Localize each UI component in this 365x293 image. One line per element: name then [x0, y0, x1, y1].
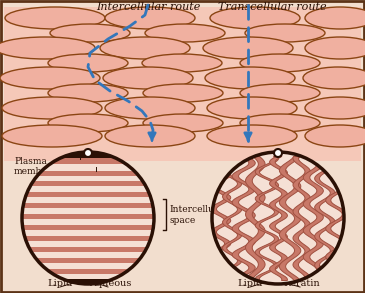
Circle shape [22, 152, 154, 284]
Ellipse shape [145, 24, 225, 42]
Circle shape [212, 152, 344, 284]
Circle shape [22, 152, 154, 284]
Ellipse shape [100, 37, 190, 59]
Text: Transcellular route: Transcellular route [218, 2, 326, 12]
Bar [22, 158, 154, 164]
Circle shape [22, 152, 154, 284]
Circle shape [22, 152, 154, 284]
Bar [22, 152, 154, 158]
Bar [22, 253, 154, 258]
Ellipse shape [105, 97, 195, 119]
Bar [22, 180, 154, 185]
Circle shape [212, 152, 344, 284]
Bar [22, 187, 154, 192]
Circle shape [212, 152, 344, 284]
Circle shape [22, 152, 154, 284]
Circle shape [22, 152, 154, 284]
Circle shape [22, 152, 154, 284]
Text: Intercellular
space: Intercellular space [169, 205, 226, 225]
Circle shape [22, 152, 154, 284]
Circle shape [212, 152, 344, 284]
Ellipse shape [48, 54, 128, 72]
Circle shape [212, 152, 344, 284]
Circle shape [22, 152, 154, 284]
Circle shape [22, 152, 154, 284]
Ellipse shape [303, 67, 365, 89]
Ellipse shape [305, 37, 365, 59]
Circle shape [212, 152, 344, 284]
Text: Lipid: Lipid [237, 279, 263, 288]
Circle shape [22, 152, 154, 284]
Ellipse shape [143, 114, 223, 132]
Ellipse shape [105, 125, 195, 147]
Circle shape [22, 152, 154, 284]
Text: Plasma
membrane: Plasma membrane [14, 157, 64, 176]
Ellipse shape [240, 84, 320, 102]
Bar [22, 219, 154, 224]
Circle shape [22, 152, 154, 284]
Ellipse shape [50, 24, 130, 42]
Bar [22, 268, 154, 273]
Ellipse shape [105, 7, 195, 29]
Circle shape [22, 152, 154, 284]
Circle shape [22, 152, 154, 284]
Bar [22, 258, 154, 263]
Ellipse shape [142, 54, 222, 72]
Circle shape [22, 152, 154, 284]
Ellipse shape [240, 114, 320, 132]
Circle shape [22, 152, 154, 284]
Ellipse shape [2, 125, 102, 147]
Ellipse shape [305, 7, 365, 29]
Ellipse shape [48, 114, 128, 132]
Bar [22, 192, 154, 197]
Text: Keratin: Keratin [284, 279, 320, 288]
Ellipse shape [0, 37, 95, 59]
Circle shape [22, 152, 154, 284]
Bar [22, 264, 154, 268]
Ellipse shape [205, 67, 295, 89]
Circle shape [212, 152, 344, 284]
Bar [22, 171, 154, 176]
Bar [22, 275, 154, 279]
Bar [22, 241, 154, 246]
Ellipse shape [207, 125, 297, 147]
Circle shape [22, 152, 154, 284]
Ellipse shape [305, 125, 365, 147]
Circle shape [84, 149, 92, 157]
Circle shape [22, 152, 154, 284]
Circle shape [22, 152, 154, 284]
Circle shape [212, 152, 344, 284]
Circle shape [22, 152, 154, 284]
FancyBboxPatch shape [4, 7, 361, 161]
Bar [22, 209, 154, 214]
Circle shape [22, 152, 154, 284]
Bar [22, 197, 154, 202]
Ellipse shape [203, 37, 293, 59]
Circle shape [212, 152, 344, 284]
Text: Lipid: Lipid [47, 279, 73, 288]
Bar [22, 246, 154, 251]
Circle shape [212, 152, 344, 284]
Bar [22, 164, 154, 169]
Ellipse shape [305, 97, 365, 119]
Bar [22, 231, 154, 236]
Bar [22, 176, 154, 180]
Ellipse shape [210, 7, 300, 29]
Ellipse shape [240, 54, 320, 72]
Bar [22, 202, 154, 207]
Ellipse shape [143, 84, 223, 102]
Bar [22, 279, 154, 284]
Ellipse shape [0, 67, 100, 89]
Ellipse shape [5, 7, 105, 29]
Bar [22, 224, 154, 229]
Circle shape [22, 152, 154, 284]
Text: Cell
cytoplasm: Cell cytoplasm [60, 157, 107, 176]
Circle shape [212, 152, 344, 284]
Ellipse shape [103, 67, 193, 89]
Bar [22, 236, 154, 241]
Ellipse shape [207, 97, 297, 119]
Ellipse shape [2, 97, 102, 119]
Text: Intercellular route: Intercellular route [96, 2, 200, 12]
Text: Aqueous: Aqueous [89, 279, 131, 288]
